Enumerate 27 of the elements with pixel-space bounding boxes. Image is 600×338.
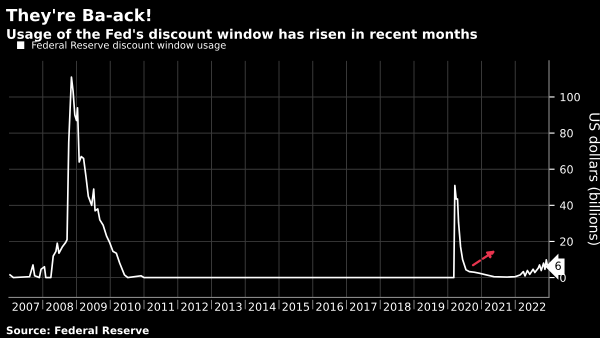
data-label: 6 [555,262,561,270]
x-tick-label: 2013 [215,302,242,311]
x-tick-label: 2011 [148,302,174,311]
x-tick-label: 2008 [46,302,74,311]
x-tick-label: 2017 [350,302,377,311]
source-note: Source: Federal Reserve [6,326,149,334]
legend-label: Federal Reserve discount window usage [32,41,226,51]
y-tick-label: 80 [560,129,573,138]
y-tick-label: 20 [560,237,573,246]
x-tick-label: 2010 [114,302,141,311]
chart-subtitle: Usage of the Fed's discount window has risen in recent months [7,28,477,42]
x-tick-label: 2007 [12,302,40,311]
x-tick-label: 2016 [316,302,344,311]
x-tick-label: 2018 [384,302,411,311]
x-tick-label: 2009 [80,302,107,311]
y-axis-title: US dollars (billions) [588,113,600,245]
y-tick-label: 60 [560,165,573,174]
chart-title: They're Ba-ack! [6,8,150,25]
y-tick-label: 40 [560,201,573,210]
x-tick-label: 2019 [418,302,444,311]
x-tick-label: 2014 [248,302,276,311]
x-tick-label: 2020 [451,302,478,311]
x-tick-label: 2022 [518,302,546,311]
x-tick-label: 2015 [282,302,310,311]
x-tick-label: 2021 [485,302,512,311]
y-tick-label: 100 [560,92,580,102]
x-tick-label: 2012 [181,302,208,311]
